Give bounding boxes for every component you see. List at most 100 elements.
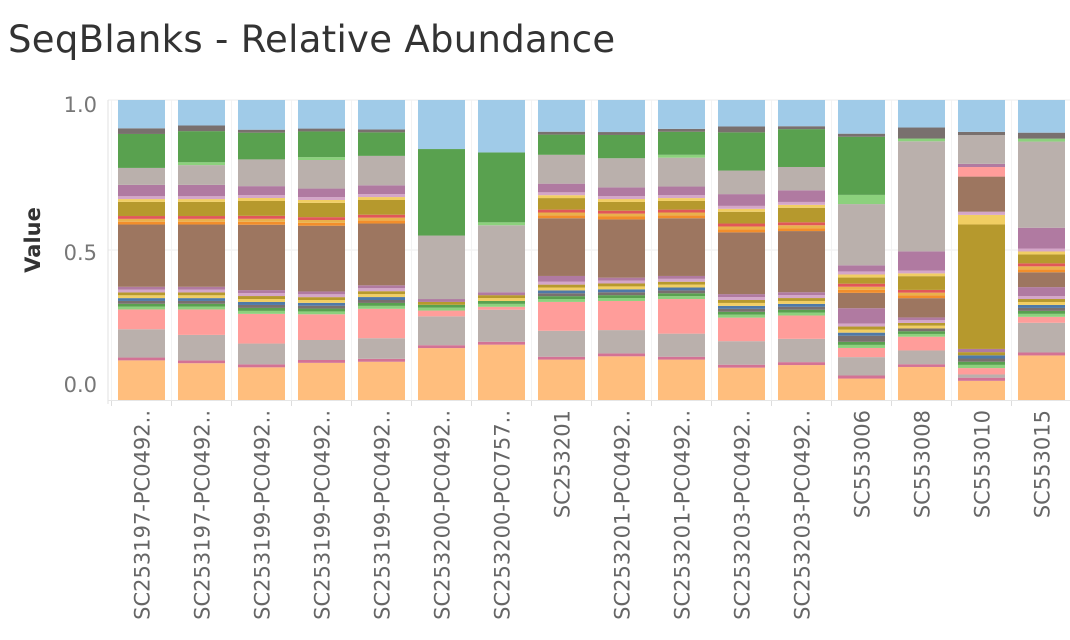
bar-segment[interactable] bbox=[298, 131, 345, 158]
bar-segment[interactable] bbox=[118, 289, 165, 293]
bar-segment[interactable] bbox=[1018, 301, 1065, 305]
bar-segment[interactable] bbox=[778, 295, 825, 299]
bar-segment[interactable] bbox=[178, 125, 225, 132]
bar-segment[interactable] bbox=[118, 196, 165, 200]
bar-segment[interactable] bbox=[838, 136, 885, 195]
bar-segment[interactable] bbox=[898, 328, 945, 332]
bar-segment[interactable] bbox=[118, 133, 165, 168]
bar-segment[interactable] bbox=[178, 201, 225, 217]
bar-segment[interactable] bbox=[598, 210, 645, 214]
bar-segment[interactable] bbox=[358, 220, 405, 224]
bar-segment[interactable] bbox=[298, 160, 345, 189]
bar-segment[interactable] bbox=[898, 273, 945, 277]
bar-segment[interactable] bbox=[178, 199, 225, 202]
bar-segment[interactable] bbox=[538, 183, 585, 193]
bar-segment[interactable] bbox=[298, 202, 345, 218]
bar-segment[interactable] bbox=[838, 274, 885, 278]
bar-segment[interactable] bbox=[538, 198, 585, 210]
bar-segment[interactable] bbox=[298, 340, 345, 360]
bar-segment[interactable] bbox=[1018, 355, 1065, 400]
bar-segment[interactable] bbox=[118, 303, 165, 307]
bar-segment[interactable] bbox=[958, 374, 1005, 378]
bar-segment[interactable] bbox=[358, 217, 405, 221]
bar-segment[interactable] bbox=[718, 208, 765, 212]
bar-segment[interactable] bbox=[358, 358, 405, 362]
bar-segment[interactable] bbox=[778, 362, 825, 366]
bar-segment[interactable] bbox=[418, 345, 465, 349]
bar-segment[interactable] bbox=[598, 286, 645, 290]
bar-segment[interactable] bbox=[298, 297, 345, 300]
bar-segment[interactable] bbox=[478, 306, 525, 310]
bar-segment[interactable] bbox=[958, 358, 1005, 362]
bar-segment[interactable] bbox=[1018, 296, 1065, 300]
bar-segment[interactable] bbox=[718, 302, 765, 306]
bar-segment[interactable] bbox=[958, 163, 1005, 168]
bar-segment[interactable] bbox=[538, 195, 585, 199]
bar-segment[interactable] bbox=[838, 326, 885, 330]
bar-segment[interactable] bbox=[838, 332, 885, 336]
bar-segment[interactable] bbox=[598, 132, 645, 135]
bar-segment[interactable] bbox=[178, 306, 225, 310]
bar-segment[interactable] bbox=[778, 300, 825, 304]
bar-segment[interactable] bbox=[658, 100, 705, 129]
bar-segment[interactable] bbox=[1018, 132, 1065, 139]
bar-segment[interactable] bbox=[838, 323, 885, 327]
bar-segment[interactable] bbox=[418, 304, 465, 308]
bar-segment[interactable] bbox=[898, 350, 945, 365]
bar-segment[interactable] bbox=[178, 300, 225, 304]
bar-segment[interactable] bbox=[238, 301, 285, 305]
bar-segment[interactable] bbox=[658, 359, 705, 400]
bar-segment[interactable] bbox=[1018, 263, 1065, 267]
bar-segment[interactable] bbox=[118, 216, 165, 219]
bar-segment[interactable] bbox=[778, 309, 825, 313]
bar-segment[interactable] bbox=[598, 201, 645, 211]
bar-segment[interactable] bbox=[658, 218, 705, 276]
bar-segment[interactable] bbox=[838, 329, 885, 333]
bar-segment[interactable] bbox=[118, 309, 165, 330]
bar-segment[interactable] bbox=[1018, 254, 1065, 264]
bar-segment[interactable] bbox=[658, 287, 705, 291]
bar-segment[interactable] bbox=[658, 154, 705, 158]
bar-segment[interactable] bbox=[838, 204, 885, 266]
bar-segment[interactable] bbox=[538, 275, 585, 282]
bar-segment[interactable] bbox=[718, 223, 765, 227]
bar-segment[interactable] bbox=[838, 292, 885, 309]
bar-segment[interactable] bbox=[298, 197, 345, 200]
bar-segment[interactable] bbox=[118, 100, 165, 129]
bar-segment[interactable] bbox=[1018, 269, 1065, 273]
bar-segment[interactable] bbox=[298, 220, 345, 223]
bar-segment[interactable] bbox=[658, 157, 705, 187]
bar-segment[interactable] bbox=[778, 298, 825, 301]
bar-segment[interactable] bbox=[898, 270, 945, 274]
bar-segment[interactable] bbox=[358, 200, 405, 215]
bar-segment[interactable] bbox=[178, 224, 225, 287]
bar-segment[interactable] bbox=[538, 301, 585, 331]
bar-segment[interactable] bbox=[538, 134, 585, 155]
bar-segment[interactable] bbox=[838, 133, 885, 137]
bar-segment[interactable] bbox=[778, 222, 825, 226]
bar-segment[interactable] bbox=[1018, 272, 1065, 288]
bar-segment[interactable] bbox=[718, 300, 765, 303]
bar-segment[interactable] bbox=[538, 359, 585, 400]
bar-segment[interactable] bbox=[478, 222, 525, 226]
bar-segment[interactable] bbox=[658, 131, 705, 155]
bar-segment[interactable] bbox=[478, 298, 525, 301]
bar-segment[interactable] bbox=[598, 280, 645, 284]
bar-segment[interactable] bbox=[538, 281, 585, 285]
bar-segment[interactable] bbox=[718, 308, 765, 312]
bar-segment[interactable] bbox=[238, 132, 285, 160]
bar-segment[interactable] bbox=[718, 194, 765, 206]
bar-segment[interactable] bbox=[358, 185, 405, 195]
bar-segment[interactable] bbox=[118, 224, 165, 287]
bar-segment[interactable] bbox=[658, 293, 705, 297]
bar-segment[interactable] bbox=[238, 215, 285, 219]
bar-segment[interactable] bbox=[838, 378, 885, 400]
bar-segment[interactable] bbox=[238, 186, 285, 196]
bar-segment[interactable] bbox=[598, 300, 645, 331]
bar-segment[interactable] bbox=[358, 297, 405, 300]
bar-segment[interactable] bbox=[478, 152, 525, 223]
bar-segment[interactable] bbox=[298, 314, 345, 340]
bar-segment[interactable] bbox=[178, 162, 225, 166]
bar-segment[interactable] bbox=[1018, 251, 1065, 255]
bar-segment[interactable] bbox=[538, 218, 585, 276]
